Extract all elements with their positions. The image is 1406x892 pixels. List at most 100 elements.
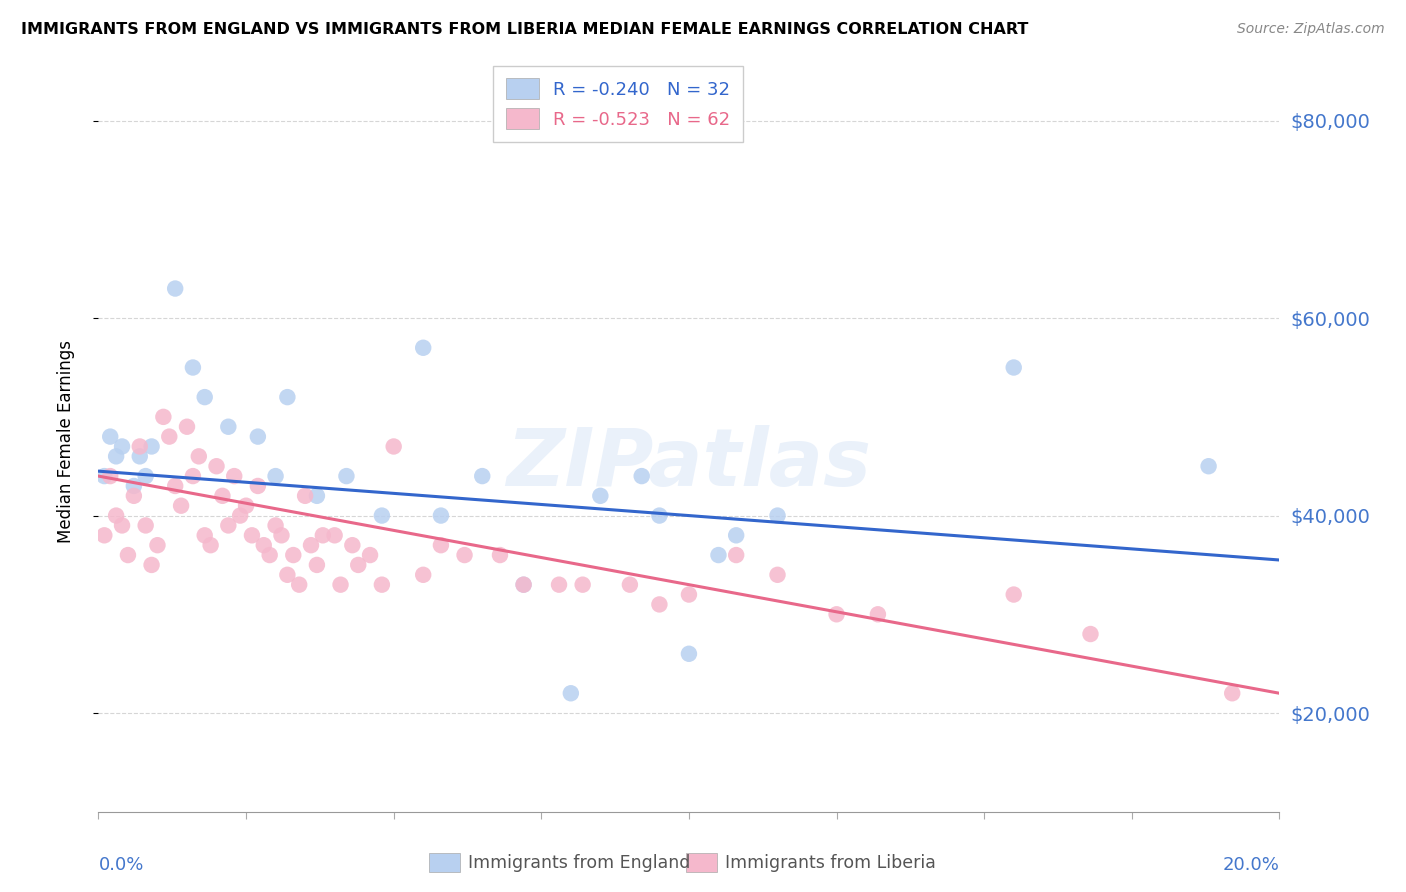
Point (128, 450, 150, 464)
Point (471, 469, 494, 483)
Point (283, 548, 305, 562)
Point (1198, 459, 1220, 474)
Point (128, 440, 150, 454)
Point (246, 429, 269, 443)
Point (253, 538, 276, 552)
Point (342, 538, 364, 552)
Point (648, 598, 671, 612)
Point (181, 360, 204, 375)
Point (512, 577, 534, 591)
Point (430, 538, 453, 552)
Point (98, 469, 121, 483)
Point (707, 548, 730, 562)
Point (305, 558, 328, 572)
Point (766, 508, 789, 523)
Point (111, 440, 134, 454)
Text: IMMIGRANTS FROM ENGLAND VS IMMIGRANTS FROM LIBERIA MEDIAN FEMALE EARNINGS CORREL: IMMIGRANTS FROM ENGLAND VS IMMIGRANTS FR… (21, 22, 1028, 37)
Point (93, 528, 115, 542)
Point (412, 567, 434, 582)
Point (335, 469, 357, 483)
Text: Immigrants from Liberia: Immigrants from Liberia (725, 854, 936, 871)
Text: ZIPatlas: ZIPatlas (506, 425, 872, 503)
Point (246, 479, 269, 493)
Point (181, 469, 204, 483)
Point (224, 469, 246, 483)
Point (619, 577, 641, 591)
Point (205, 459, 228, 474)
Point (571, 577, 593, 591)
Point (430, 508, 453, 523)
Point (264, 469, 287, 483)
Point (382, 440, 405, 454)
Point (648, 508, 671, 523)
Point (157, 429, 180, 443)
Point (276, 567, 298, 582)
Point (135, 518, 157, 533)
Text: 0.0%: 0.0% (98, 856, 143, 874)
Point (187, 450, 209, 464)
Point (98, 429, 121, 443)
Text: 20.0%: 20.0% (1223, 856, 1279, 874)
Point (229, 508, 252, 523)
Point (512, 577, 534, 591)
Point (165, 281, 187, 295)
Point (170, 499, 193, 513)
Point (194, 390, 217, 404)
Point (217, 419, 239, 434)
Point (589, 489, 612, 503)
Point (270, 528, 292, 542)
Point (766, 567, 789, 582)
Point (141, 440, 163, 454)
Point (489, 548, 512, 562)
Point (1002, 588, 1025, 602)
Point (1002, 360, 1025, 375)
Point (93, 469, 115, 483)
Point (194, 528, 217, 542)
Point (825, 607, 848, 622)
Point (294, 489, 316, 503)
Point (217, 518, 239, 533)
Point (122, 489, 145, 503)
Point (371, 508, 394, 523)
Y-axis label: Median Female Earnings: Median Female Earnings (56, 340, 75, 543)
Point (299, 538, 322, 552)
Point (548, 577, 571, 591)
Point (371, 577, 394, 591)
Point (288, 577, 311, 591)
Point (240, 528, 263, 542)
Point (264, 518, 287, 533)
Point (725, 548, 748, 562)
Point (359, 548, 381, 562)
Point (259, 548, 281, 562)
Point (276, 390, 298, 404)
Point (105, 450, 128, 464)
Point (176, 419, 198, 434)
Point (453, 548, 475, 562)
Point (152, 409, 174, 424)
Point (678, 588, 700, 602)
Point (560, 686, 582, 700)
Point (211, 489, 233, 503)
Point (305, 489, 328, 503)
Point (135, 469, 157, 483)
Point (630, 469, 652, 483)
Point (323, 528, 346, 542)
Point (412, 341, 434, 355)
Point (347, 558, 370, 572)
Point (866, 607, 889, 622)
Point (141, 558, 163, 572)
Text: Source: ZipAtlas.com: Source: ZipAtlas.com (1237, 22, 1385, 37)
Point (122, 479, 145, 493)
Point (105, 508, 128, 523)
Point (117, 548, 139, 562)
Point (111, 518, 134, 533)
Legend: R = -0.240   N = 32, R = -0.523   N = 62: R = -0.240 N = 32, R = -0.523 N = 62 (494, 66, 742, 142)
Point (165, 479, 187, 493)
Point (1220, 686, 1243, 700)
Point (725, 528, 748, 542)
Point (146, 538, 169, 552)
Point (329, 577, 352, 591)
Point (312, 528, 335, 542)
Point (200, 538, 222, 552)
Point (678, 647, 700, 661)
